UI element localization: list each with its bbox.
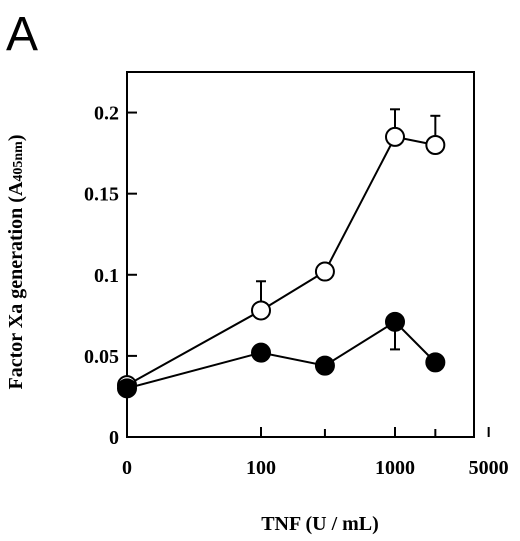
series-line bbox=[126, 320, 437, 390]
filled-circle-point bbox=[314, 355, 335, 376]
y-axis-title-main: Factor Xa generation (A bbox=[5, 181, 27, 389]
series-layer bbox=[117, 108, 446, 399]
series-1 bbox=[117, 108, 446, 396]
y-tick-label: 0.2 bbox=[94, 103, 119, 125]
open-circle-point bbox=[251, 300, 271, 321]
open-circle-point bbox=[425, 135, 446, 155]
y-tick-label: 0.05 bbox=[84, 346, 119, 368]
y-tick-label: 0.15 bbox=[84, 184, 119, 206]
filled-circle-point bbox=[385, 311, 405, 332]
panel-label: A bbox=[6, 8, 38, 61]
filled-circle-point bbox=[117, 378, 137, 399]
filled-circle-point bbox=[251, 342, 271, 363]
series-2 bbox=[117, 311, 446, 399]
y-axis-title: Factor Xa generation (A405nm) bbox=[5, 134, 27, 389]
y-axis: 0 0.05 0.1 0.15 0.2 bbox=[84, 103, 137, 449]
open-circle-point bbox=[314, 261, 335, 282]
y-axis-title-close: ) bbox=[5, 134, 27, 141]
x-tick-label: 5000 bbox=[469, 457, 509, 479]
x-axis: 0 100 1000 5000 bbox=[122, 427, 509, 479]
x-tick-label: 0 bbox=[122, 457, 132, 479]
x-tick-label: 100 bbox=[246, 457, 276, 479]
y-tick-label: 0 bbox=[109, 427, 119, 449]
x-axis-title: TNF (U / mL) bbox=[261, 513, 379, 535]
y-tick-label: 0.1 bbox=[94, 265, 119, 287]
plot-frame bbox=[126, 71, 475, 438]
filled-circle-point bbox=[425, 352, 446, 373]
series-line bbox=[126, 135, 436, 386]
open-circle-point bbox=[385, 126, 405, 147]
x-tick-label: 1000 bbox=[375, 457, 415, 479]
y-axis-title-subscript: 405nm bbox=[11, 141, 26, 182]
